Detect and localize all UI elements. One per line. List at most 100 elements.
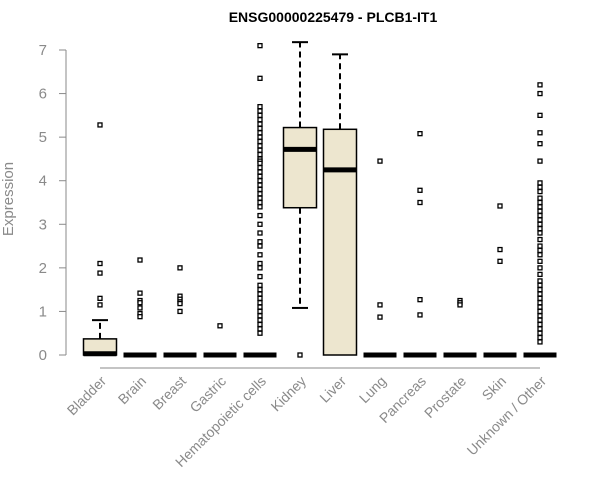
y-tick-label: 1 [39,303,47,320]
x-tick-label: Prostate [421,373,469,421]
outlier-point [257,199,263,206]
outlier-point [497,258,503,264]
outlier-point [537,199,543,206]
y-tick-label: 5 [39,129,47,146]
outlier-point [537,158,543,164]
box-group [322,53,358,356]
outlier-point [257,326,263,332]
outlier-point [537,330,543,336]
outlier-point [537,321,543,328]
outlier-point [537,230,543,236]
outlier-point [537,326,543,332]
y-tick-label: 2 [39,260,47,277]
outlier-point [257,252,263,258]
x-tick-label: Liver [316,373,349,406]
outlier-point [497,203,503,209]
outlier-point [257,286,263,293]
outlier-point [257,117,263,123]
outlier-point [537,195,543,201]
outlier-point [217,323,223,329]
outlier-point [257,103,263,110]
outlier-point [257,273,263,280]
outlier-point [537,82,543,88]
chart-title: ENSG00000225479 - PLCB1-IT1 [229,9,438,25]
outlier-point [257,112,263,119]
outlier-point [257,130,263,136]
outlier-point [257,147,263,153]
outlier-point [537,243,543,249]
outlier-point [537,339,543,345]
outlier-point [257,151,263,158]
outlier-point [137,290,143,296]
outlier-point [257,164,263,171]
outlier-point [97,295,103,302]
boxes-layer [82,41,557,358]
outlier-point [537,300,543,306]
box-group [82,319,118,357]
y-tick-label: 0 [39,347,47,364]
outlier-point [257,182,263,188]
outlier-point [257,169,263,175]
outlier-point [257,143,263,149]
outlier-point [417,187,423,193]
outlier-point [97,260,103,267]
outlier-point [537,221,543,227]
outlier-point [257,313,263,319]
outlier-point [97,270,103,276]
outlier-point [257,191,263,197]
outlier-point [537,247,543,254]
outlier-point [257,121,263,127]
outlier-point [257,204,263,210]
outlier-point [417,312,423,318]
outlier-point [257,239,263,245]
outlier-point [537,141,543,147]
outlier-point [417,131,423,137]
outlier-point [177,308,183,315]
outlier-point [537,204,543,210]
outlier-point [537,295,543,302]
outlier-point [457,302,463,308]
box-group [282,41,318,309]
outlier-point [497,246,503,253]
outlier-point [257,108,263,114]
outlier-point [297,352,303,358]
outlier-point [257,75,263,81]
outlier-point [257,125,263,132]
outliers-layer [97,42,543,358]
outlier-point [537,225,543,232]
outlier-point [537,236,543,243]
outlier-point [137,257,143,263]
y-tick-label: 3 [39,216,47,233]
outlier-point [537,291,543,297]
x-tick-label: Lung [356,373,389,406]
outlier-point [177,300,183,307]
y-tick-label: 4 [39,173,47,190]
outlier-point [417,199,423,206]
x-tick-label: Brain [115,373,149,407]
outlier-point [257,300,263,306]
outlier-point [257,173,263,180]
outlier-point [537,130,543,136]
outlier-point [537,304,543,310]
axes: 0 1 2 3 4 5 6 7 [39,42,540,369]
outlier-point [177,265,183,271]
outlier-point [537,180,543,186]
outlier-point [257,195,263,201]
outlier-point [537,188,543,195]
outlier-point [97,302,103,308]
outlier-point [417,297,423,303]
y-axis-label: Expression [0,162,17,236]
outlier-point [537,112,543,119]
outlier-point [257,291,263,297]
outlier-point [537,334,543,341]
outlier-point [537,313,543,319]
outlier-point [137,305,143,311]
outlier-point [257,304,263,310]
x-tick-label: Bladder [64,373,110,419]
y-tick-label: 7 [39,42,47,59]
outlier-point [257,221,263,227]
outlier-point [537,278,543,284]
outlier-point [537,271,543,278]
